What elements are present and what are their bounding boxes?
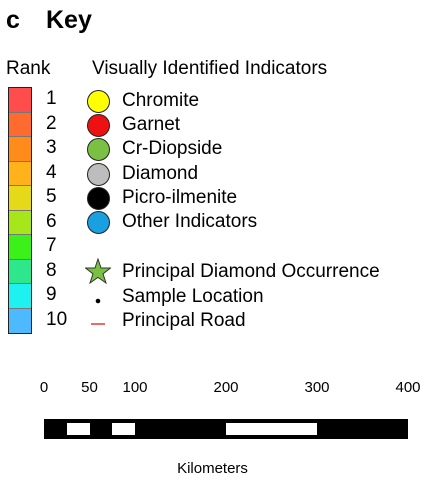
legend-label: Other Indicators bbox=[122, 211, 258, 232]
black-circle-icon bbox=[86, 186, 110, 210]
rank-label-10: 10 bbox=[46, 308, 68, 330]
rank-swatch-10 bbox=[9, 308, 31, 333]
yellow-circle-icon bbox=[86, 89, 110, 113]
scale-segment-white bbox=[66, 423, 90, 435]
scale-units: Kilometers bbox=[177, 460, 248, 477]
legend-label: Sample Location bbox=[122, 286, 264, 307]
scale-tick-label: 100 bbox=[122, 379, 148, 396]
blue-circle-icon bbox=[86, 210, 110, 234]
legend-label: Chromite bbox=[122, 90, 200, 111]
scale-tick-label: 400 bbox=[395, 379, 421, 396]
dot-icon bbox=[86, 285, 110, 309]
rank-label-6: 6 bbox=[46, 210, 57, 232]
star-icon bbox=[84, 257, 112, 285]
rank-color-bar bbox=[8, 87, 32, 334]
legend-label: Picro-ilmenite bbox=[122, 186, 238, 208]
rank-label-8: 8 bbox=[46, 259, 57, 281]
road-line-icon bbox=[86, 309, 110, 333]
scale-segment-white bbox=[226, 423, 317, 435]
scale-bar bbox=[44, 419, 408, 439]
red-circle-icon bbox=[86, 113, 110, 138]
panel-letter: c bbox=[6, 6, 20, 34]
rank-label-5: 5 bbox=[46, 186, 57, 207]
rank-swatch-9 bbox=[9, 284, 31, 309]
rank-label-1: 1 bbox=[46, 88, 57, 109]
rank-label-2: 2 bbox=[46, 112, 57, 134]
scale-tick-label: 50 bbox=[81, 379, 98, 396]
scale-segment-white bbox=[112, 423, 135, 435]
scale-tick-label: 300 bbox=[304, 379, 330, 396]
gray-circle-icon bbox=[86, 162, 110, 186]
scale-tick-label: 0 bbox=[39, 379, 49, 396]
key-title: Key bbox=[46, 6, 92, 34]
rank-swatch-1 bbox=[9, 88, 31, 113]
rank-swatch-7 bbox=[9, 235, 31, 260]
rank-swatch-3 bbox=[9, 137, 31, 162]
rank-swatch-2 bbox=[9, 112, 31, 137]
rank-label-7: 7 bbox=[46, 235, 57, 256]
rank-label-9: 9 bbox=[46, 284, 57, 305]
legend-label: Garnet bbox=[122, 114, 181, 136]
green-circle-icon bbox=[86, 137, 110, 162]
rank-heading: Rank bbox=[6, 58, 51, 79]
rank-swatch-8 bbox=[9, 259, 31, 284]
scale-tick-label: 200 bbox=[213, 379, 239, 396]
legend-label: Principal Diamond Occurrence bbox=[122, 261, 380, 282]
legend-label: Diamond bbox=[122, 162, 199, 184]
legend-label: Principal Road bbox=[122, 310, 246, 331]
rank-swatch-5 bbox=[9, 186, 31, 211]
rank-swatch-6 bbox=[9, 210, 31, 235]
legend-label: Cr-Diopside bbox=[122, 138, 223, 160]
rank-label-3: 3 bbox=[46, 137, 57, 158]
indicators-heading: Visually Identified Indicators bbox=[92, 58, 328, 79]
rank-label-4: 4 bbox=[46, 161, 57, 183]
rank-swatch-4 bbox=[9, 161, 31, 186]
